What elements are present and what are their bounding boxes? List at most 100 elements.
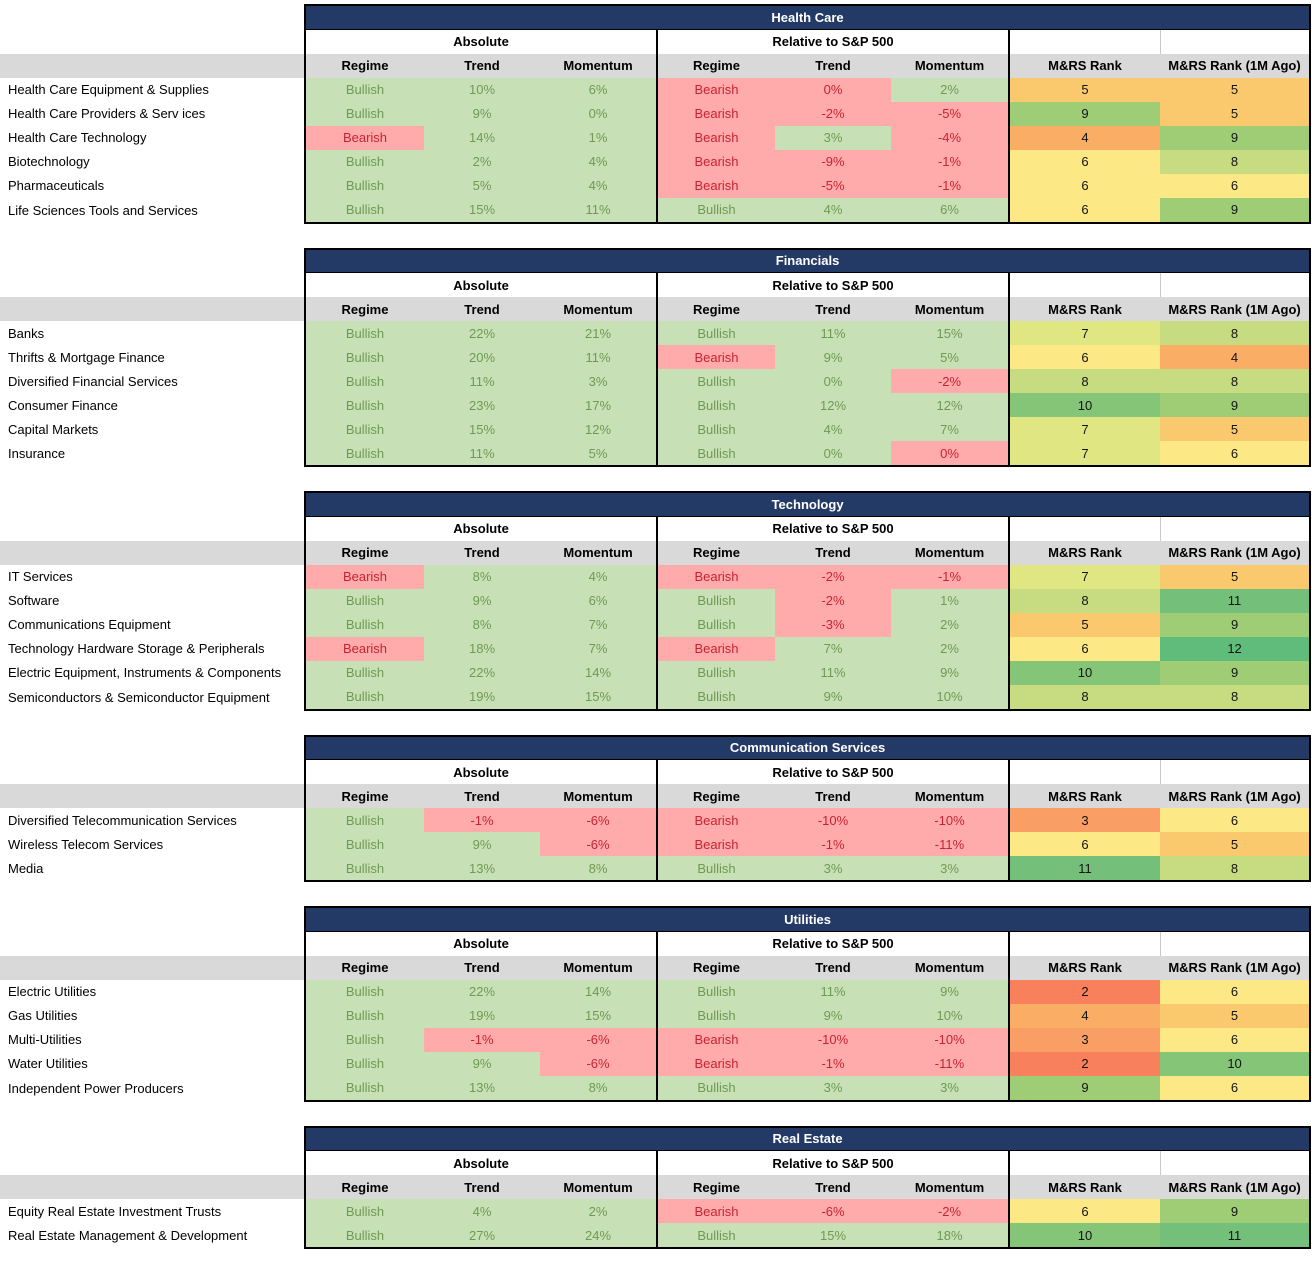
abs-trend-cell[interactable]: 19% [424, 684, 540, 711]
col-header-momentum-rel[interactable]: Momentum [891, 53, 1009, 78]
rel-momentum-cell[interactable]: 3% [891, 1075, 1009, 1102]
abs-momentum-cell[interactable]: 2% [540, 1199, 657, 1223]
rel-regime-cell[interactable]: Bearish [656, 345, 775, 369]
abs-regime-cell[interactable]: Bullish [304, 612, 424, 637]
abs-regime-cell[interactable]: Bullish [304, 321, 424, 345]
rank-1m-cell[interactable]: 6 [1160, 173, 1311, 198]
rank-cell[interactable]: 10 [1008, 393, 1160, 417]
rank-1m-header-spacer[interactable] [1159, 759, 1312, 784]
abs-regime-cell[interactable]: Bullish [304, 808, 424, 832]
rank-1m-cell[interactable]: 8 [1160, 321, 1312, 345]
abs-trend-cell[interactable]: 13% [424, 1075, 540, 1102]
rel-momentum-cell[interactable]: 0% [891, 441, 1009, 467]
absolute-header[interactable]: Absolute [304, 29, 657, 54]
rel-momentum-cell[interactable]: 9% [891, 660, 1009, 685]
rel-momentum-cell[interactable]: -11% [891, 1051, 1009, 1076]
abs-trend-cell[interactable]: 11% [424, 369, 540, 393]
rank-1m-header-spacer[interactable] [1159, 1150, 1312, 1175]
col-header-regime-rel[interactable]: Regime [656, 53, 775, 78]
abs-trend-cell[interactable]: -1% [424, 808, 540, 832]
abs-trend-cell[interactable]: 11% [424, 441, 540, 467]
rel-trend-cell[interactable]: 4% [775, 417, 891, 441]
col-header-trend-rel[interactable]: Trend [775, 540, 891, 565]
col-header-rank-1m[interactable]: M&RS Rank (1M Ago) [1160, 784, 1312, 808]
abs-trend-cell[interactable]: 2% [424, 149, 540, 174]
abs-trend-cell[interactable]: 18% [424, 636, 540, 661]
relative-header[interactable]: Relative to S&P 500 [656, 516, 1009, 541]
abs-trend-cell[interactable]: 20% [424, 345, 540, 369]
abs-trend-cell[interactable]: 15% [424, 197, 540, 224]
abs-regime-cell[interactable]: Bullish [304, 369, 424, 393]
row-label[interactable]: Health Care Equipment & Supplies [0, 77, 305, 102]
rank-cell[interactable]: 6 [1008, 636, 1160, 661]
abs-trend-cell[interactable]: 13% [424, 856, 540, 882]
abs-trend-cell[interactable]: 27% [424, 1223, 540, 1249]
rel-regime-cell[interactable]: Bullish [656, 417, 775, 441]
rel-regime-cell[interactable]: Bearish [656, 173, 775, 198]
rel-regime-cell[interactable]: Bearish [656, 101, 775, 126]
row-label[interactable]: Semiconductors & Semiconductor Equipment [0, 684, 305, 710]
rank-1m-cell[interactable]: 10 [1160, 1051, 1312, 1076]
rank-1m-cell[interactable]: 5 [1160, 832, 1312, 856]
rank-1m-cell[interactable]: 9 [1160, 660, 1312, 685]
rank-cell[interactable]: 6 [1008, 832, 1160, 856]
rel-trend-cell[interactable]: 0% [775, 441, 891, 467]
col-header-regime-abs[interactable]: Regime [304, 784, 424, 808]
abs-regime-cell[interactable]: Bullish [304, 173, 424, 198]
rank-cell[interactable]: 2 [1008, 979, 1160, 1004]
rel-regime-cell[interactable]: Bearish [656, 832, 775, 856]
rel-momentum-cell[interactable]: 1% [891, 588, 1009, 613]
abs-momentum-cell[interactable]: 21% [540, 321, 657, 345]
rel-regime-cell[interactable]: Bullish [656, 612, 775, 637]
abs-trend-cell[interactable]: 9% [424, 832, 540, 856]
rel-trend-cell[interactable]: 3% [775, 856, 891, 882]
abs-momentum-cell[interactable]: 14% [540, 979, 657, 1004]
rel-momentum-cell[interactable]: -1% [891, 149, 1009, 174]
rank-1m-cell[interactable]: 5 [1160, 417, 1312, 441]
rel-trend-cell[interactable]: 11% [775, 321, 891, 345]
row-label[interactable]: Independent Power Producers [0, 1075, 305, 1101]
abs-momentum-cell[interactable]: 11% [540, 197, 657, 224]
rank-header-spacer[interactable] [1008, 759, 1160, 784]
rank-1m-header-spacer[interactable] [1159, 516, 1312, 541]
col-header-trend-abs[interactable]: Trend [424, 297, 540, 321]
section-title[interactable]: Communication Services [303, 734, 1312, 760]
rel-regime-cell[interactable]: Bullish [656, 197, 775, 224]
rel-regime-cell[interactable]: Bullish [656, 1223, 775, 1249]
section-title[interactable]: Utilities [303, 906, 1312, 932]
rel-trend-cell[interactable]: -3% [775, 612, 891, 637]
rel-regime-cell[interactable]: Bullish [656, 856, 775, 882]
abs-regime-cell[interactable]: Bearish [304, 125, 424, 150]
col-header-trend-abs[interactable]: Trend [424, 955, 540, 980]
rank-1m-cell[interactable]: 6 [1160, 1075, 1312, 1102]
col-header-rank-1m[interactable]: M&RS Rank (1M Ago) [1160, 297, 1312, 321]
abs-momentum-cell[interactable]: 4% [540, 173, 657, 198]
rel-regime-cell[interactable]: Bearish [656, 636, 775, 661]
rel-trend-cell[interactable]: 11% [775, 660, 891, 685]
rel-trend-cell[interactable]: -6% [775, 1199, 891, 1223]
abs-momentum-cell[interactable]: -6% [540, 808, 657, 832]
row-label[interactable]: Real Estate Management & Development [0, 1223, 305, 1248]
rel-momentum-cell[interactable]: -10% [891, 1027, 1009, 1052]
abs-regime-cell[interactable]: Bullish [304, 77, 424, 102]
rank-header-spacer[interactable] [1008, 272, 1160, 297]
rank-cell[interactable]: 8 [1008, 684, 1160, 711]
abs-trend-cell[interactable]: 22% [424, 660, 540, 685]
row-label[interactable]: IT Services [0, 564, 305, 589]
rel-momentum-cell[interactable]: 10% [891, 1003, 1009, 1028]
rel-momentum-cell[interactable]: -5% [891, 101, 1009, 126]
abs-momentum-cell[interactable]: 5% [540, 441, 657, 467]
rank-cell[interactable]: 11 [1008, 856, 1160, 882]
col-header-trend-rel[interactable]: Trend [775, 297, 891, 321]
rank-1m-cell[interactable]: 8 [1160, 149, 1311, 174]
rank-1m-cell[interactable]: 8 [1160, 856, 1312, 882]
rank-1m-cell[interactable]: 9 [1160, 1199, 1312, 1223]
col-header-rank[interactable]: M&RS Rank [1008, 53, 1160, 78]
row-label[interactable]: Software [0, 588, 305, 613]
rel-momentum-cell[interactable]: 3% [891, 856, 1009, 882]
abs-regime-cell[interactable]: Bullish [304, 1051, 424, 1076]
rel-momentum-cell[interactable]: 10% [891, 684, 1009, 711]
rank-cell[interactable]: 7 [1008, 417, 1160, 441]
abs-trend-cell[interactable]: 4% [424, 1199, 540, 1223]
col-header-momentum-rel[interactable]: Momentum [891, 955, 1009, 980]
